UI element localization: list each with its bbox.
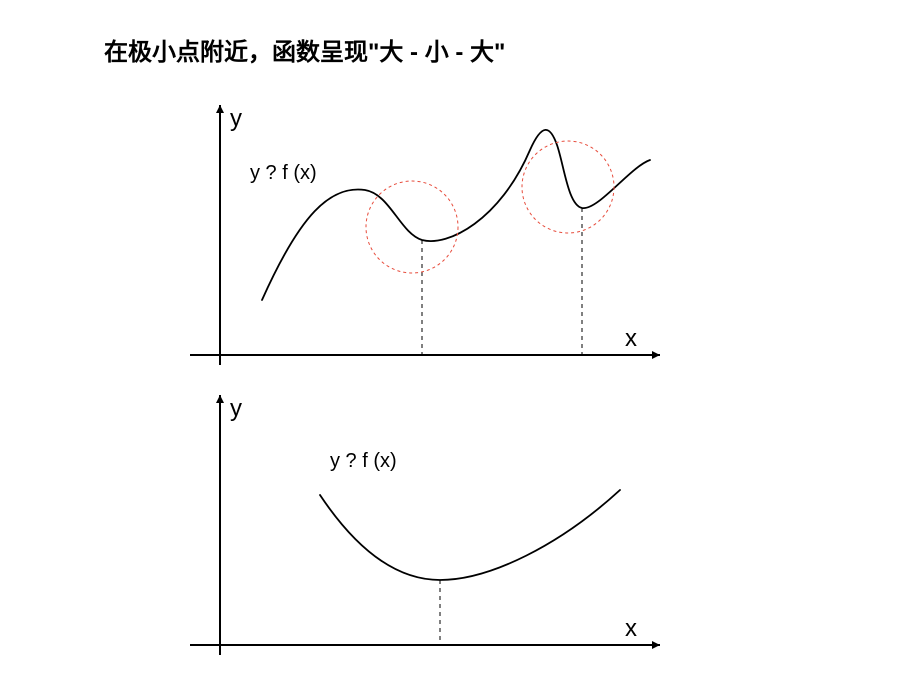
x-axis-label: x [625, 615, 637, 643]
x-axis-label: x [625, 325, 637, 353]
page-title: 在极小点附近，函数呈现"大 - 小 - 大" [104, 32, 505, 67]
plot-top-svg [190, 105, 670, 375]
y-axis-label: y [230, 105, 242, 133]
function-label: y ? f (x) [330, 450, 397, 473]
y-axis-label: y [230, 395, 242, 423]
function-label: y ? f (x) [250, 162, 317, 185]
plot-bottom: x y y ? f (x) [190, 395, 670, 665]
plot-top: x y y ? f (x) [190, 105, 670, 375]
diagram-container: 在极小点附近，函数呈现"大 - 小 - 大" x y y ? f (x) x y… [0, 0, 920, 690]
plot-bottom-svg [190, 395, 670, 665]
